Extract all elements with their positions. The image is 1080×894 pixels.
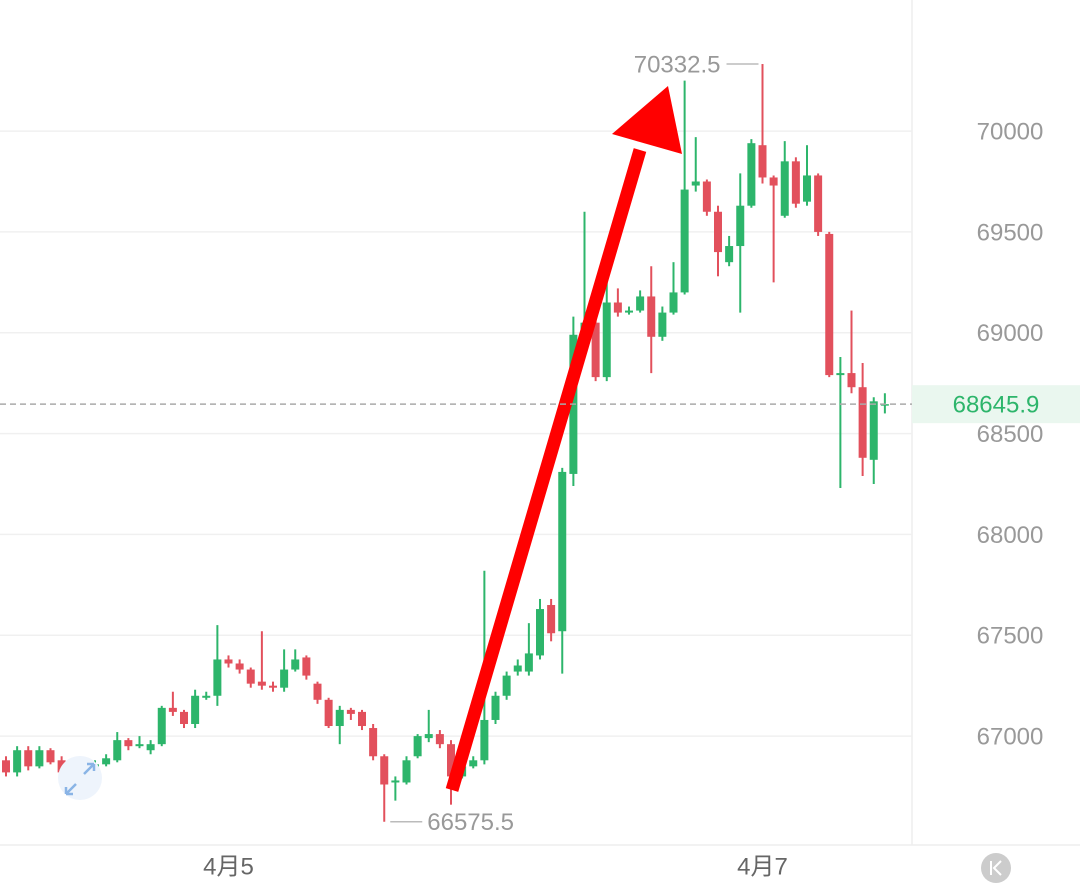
candle-body — [836, 373, 845, 376]
candle-body — [35, 750, 44, 767]
candle-body — [613, 302, 622, 313]
x-tick-label: 4月7 — [737, 853, 788, 880]
y-tick-label: 67500 — [977, 623, 1044, 650]
candle-body — [358, 711, 366, 727]
candle-body — [803, 175, 811, 202]
candle-body — [224, 659, 233, 664]
candle-body — [480, 719, 489, 761]
candle-body — [869, 401, 878, 460]
candle-body — [602, 302, 611, 378]
candle-body — [380, 756, 389, 785]
arrow-shaft — [445, 148, 647, 792]
candle-body — [202, 695, 211, 698]
candle-body — [369, 728, 378, 757]
candle-body — [346, 709, 355, 714]
candle-body — [302, 657, 311, 676]
candle-body — [636, 296, 645, 311]
candle-body — [257, 681, 266, 686]
y-tick-label: 67000 — [977, 723, 1044, 750]
y-tick-label: 69000 — [977, 320, 1044, 347]
candle-body — [168, 707, 177, 712]
expand-icon[interactable] — [58, 756, 102, 800]
candle-body — [180, 711, 188, 724]
candle-body — [135, 744, 144, 747]
candle-body — [424, 734, 433, 739]
candle-body — [536, 609, 544, 656]
candle-body — [725, 246, 734, 263]
y-tick-label: 70000 — [977, 118, 1044, 145]
candle-body — [513, 665, 522, 672]
candle-body — [191, 695, 200, 724]
candle-body — [502, 675, 511, 696]
y-tick-label: 68500 — [977, 421, 1044, 448]
candle-body — [658, 312, 667, 337]
candle-body — [524, 653, 533, 672]
candle-body — [113, 740, 122, 761]
candle-body — [491, 695, 500, 720]
candle-body — [2, 760, 10, 773]
arrow-head — [612, 86, 682, 154]
candle-body — [858, 387, 867, 458]
candle-body — [814, 175, 823, 232]
candle-body — [435, 734, 444, 745]
grid: 67000 67500 68000 68500 69000 69500 70000 4月5 4月… — [0, 118, 1043, 880]
overlay: 70332.5 66575.5 68645.9 — [0, 51, 1080, 836]
candle-body — [669, 292, 678, 313]
candle-body — [758, 145, 767, 178]
candle-body — [102, 758, 111, 765]
expand-glyph — [64, 762, 96, 796]
candle-body — [780, 161, 789, 216]
y-tick-label: 69500 — [977, 219, 1044, 246]
x-tick-label: 4月5 — [203, 853, 254, 880]
candle-body — [547, 605, 556, 634]
candle-body — [714, 211, 722, 253]
low-label: 66575.5 — [427, 809, 514, 836]
last-price-bg — [912, 385, 1080, 424]
candle-body — [625, 310, 633, 313]
candle-body — [791, 161, 800, 204]
candle-body — [246, 669, 255, 684]
candle-body — [702, 181, 711, 212]
candle-body — [13, 750, 22, 773]
candle-body — [280, 669, 289, 688]
k-button-glyph — [990, 860, 1002, 876]
candle-body — [647, 296, 656, 337]
candle-body — [157, 707, 166, 745]
candle-body — [46, 750, 55, 763]
candle-body — [291, 659, 300, 670]
candle-body — [124, 740, 133, 747]
candle-body — [24, 750, 33, 767]
candle-body — [825, 233, 834, 376]
candle-body — [213, 659, 222, 696]
last-price-label: 68645.9 — [953, 392, 1040, 419]
candle-body — [691, 181, 700, 186]
trend-arrow — [445, 86, 682, 792]
candle-body — [736, 205, 745, 247]
candle-body — [447, 744, 455, 777]
expand-bg — [58, 756, 102, 800]
candle-body — [235, 663, 244, 670]
candle-body — [146, 744, 155, 751]
candle-body — [591, 322, 600, 378]
k-button-bg — [981, 853, 1011, 883]
candle-body — [413, 736, 422, 757]
candle-body — [335, 709, 344, 727]
y-tick-label: 68000 — [977, 522, 1044, 549]
high-label: 70332.5 — [634, 51, 721, 78]
candle-body — [680, 189, 689, 293]
candle-body — [847, 373, 856, 388]
candle-body — [402, 760, 411, 783]
candle-body — [391, 780, 400, 783]
candle-body — [747, 143, 756, 206]
candles — [2, 64, 889, 822]
candle-body — [324, 699, 333, 727]
candle-body — [469, 760, 478, 767]
candle-body — [769, 177, 778, 186]
k-button[interactable] — [981, 853, 1011, 883]
candle-body — [313, 683, 322, 700]
candle-body — [269, 685, 277, 688]
candle-body — [558, 471, 567, 632]
